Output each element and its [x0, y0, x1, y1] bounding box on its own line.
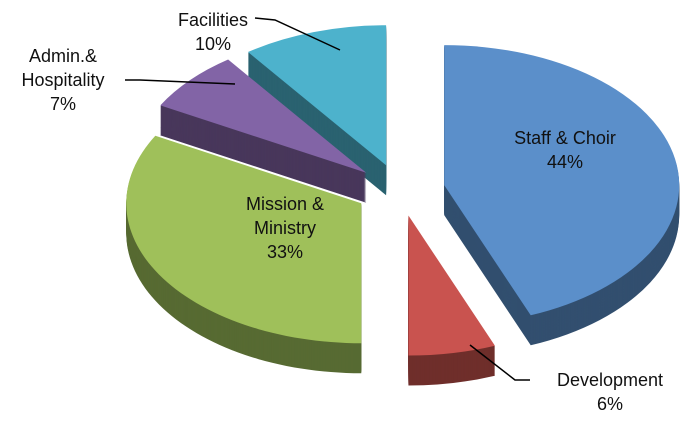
- slice-label: Staff & Choir 44%: [514, 126, 616, 174]
- value-label: 7%: [49, 94, 76, 114]
- slice-label: Admin.& Hospitality 7%: [21, 44, 104, 116]
- slice: [247, 25, 387, 166]
- leader-line: [125, 79, 236, 85]
- category-label: Mission & Ministry: [245, 194, 325, 238]
- slice-label: Development 6%: [557, 368, 663, 416]
- slice-label: Facilities 10%: [178, 8, 248, 56]
- slice: [408, 215, 495, 356]
- category-label: Facilities: [177, 10, 249, 30]
- value-label: 10%: [194, 34, 232, 54]
- leader-line: [254, 17, 341, 51]
- slice-label: Mission & Ministry 33%: [246, 192, 324, 264]
- category-label: Development: [556, 370, 664, 390]
- value-label: 44%: [546, 152, 584, 172]
- value-label: 33%: [266, 242, 304, 262]
- slice: [160, 59, 367, 173]
- slice: [126, 135, 362, 344]
- category-label: Staff & Choir: [514, 128, 616, 148]
- category-label: Admin.& Hospitality: [21, 46, 105, 90]
- value-label: 6%: [596, 394, 623, 414]
- leader-line: [469, 344, 530, 381]
- slice: [444, 45, 680, 316]
